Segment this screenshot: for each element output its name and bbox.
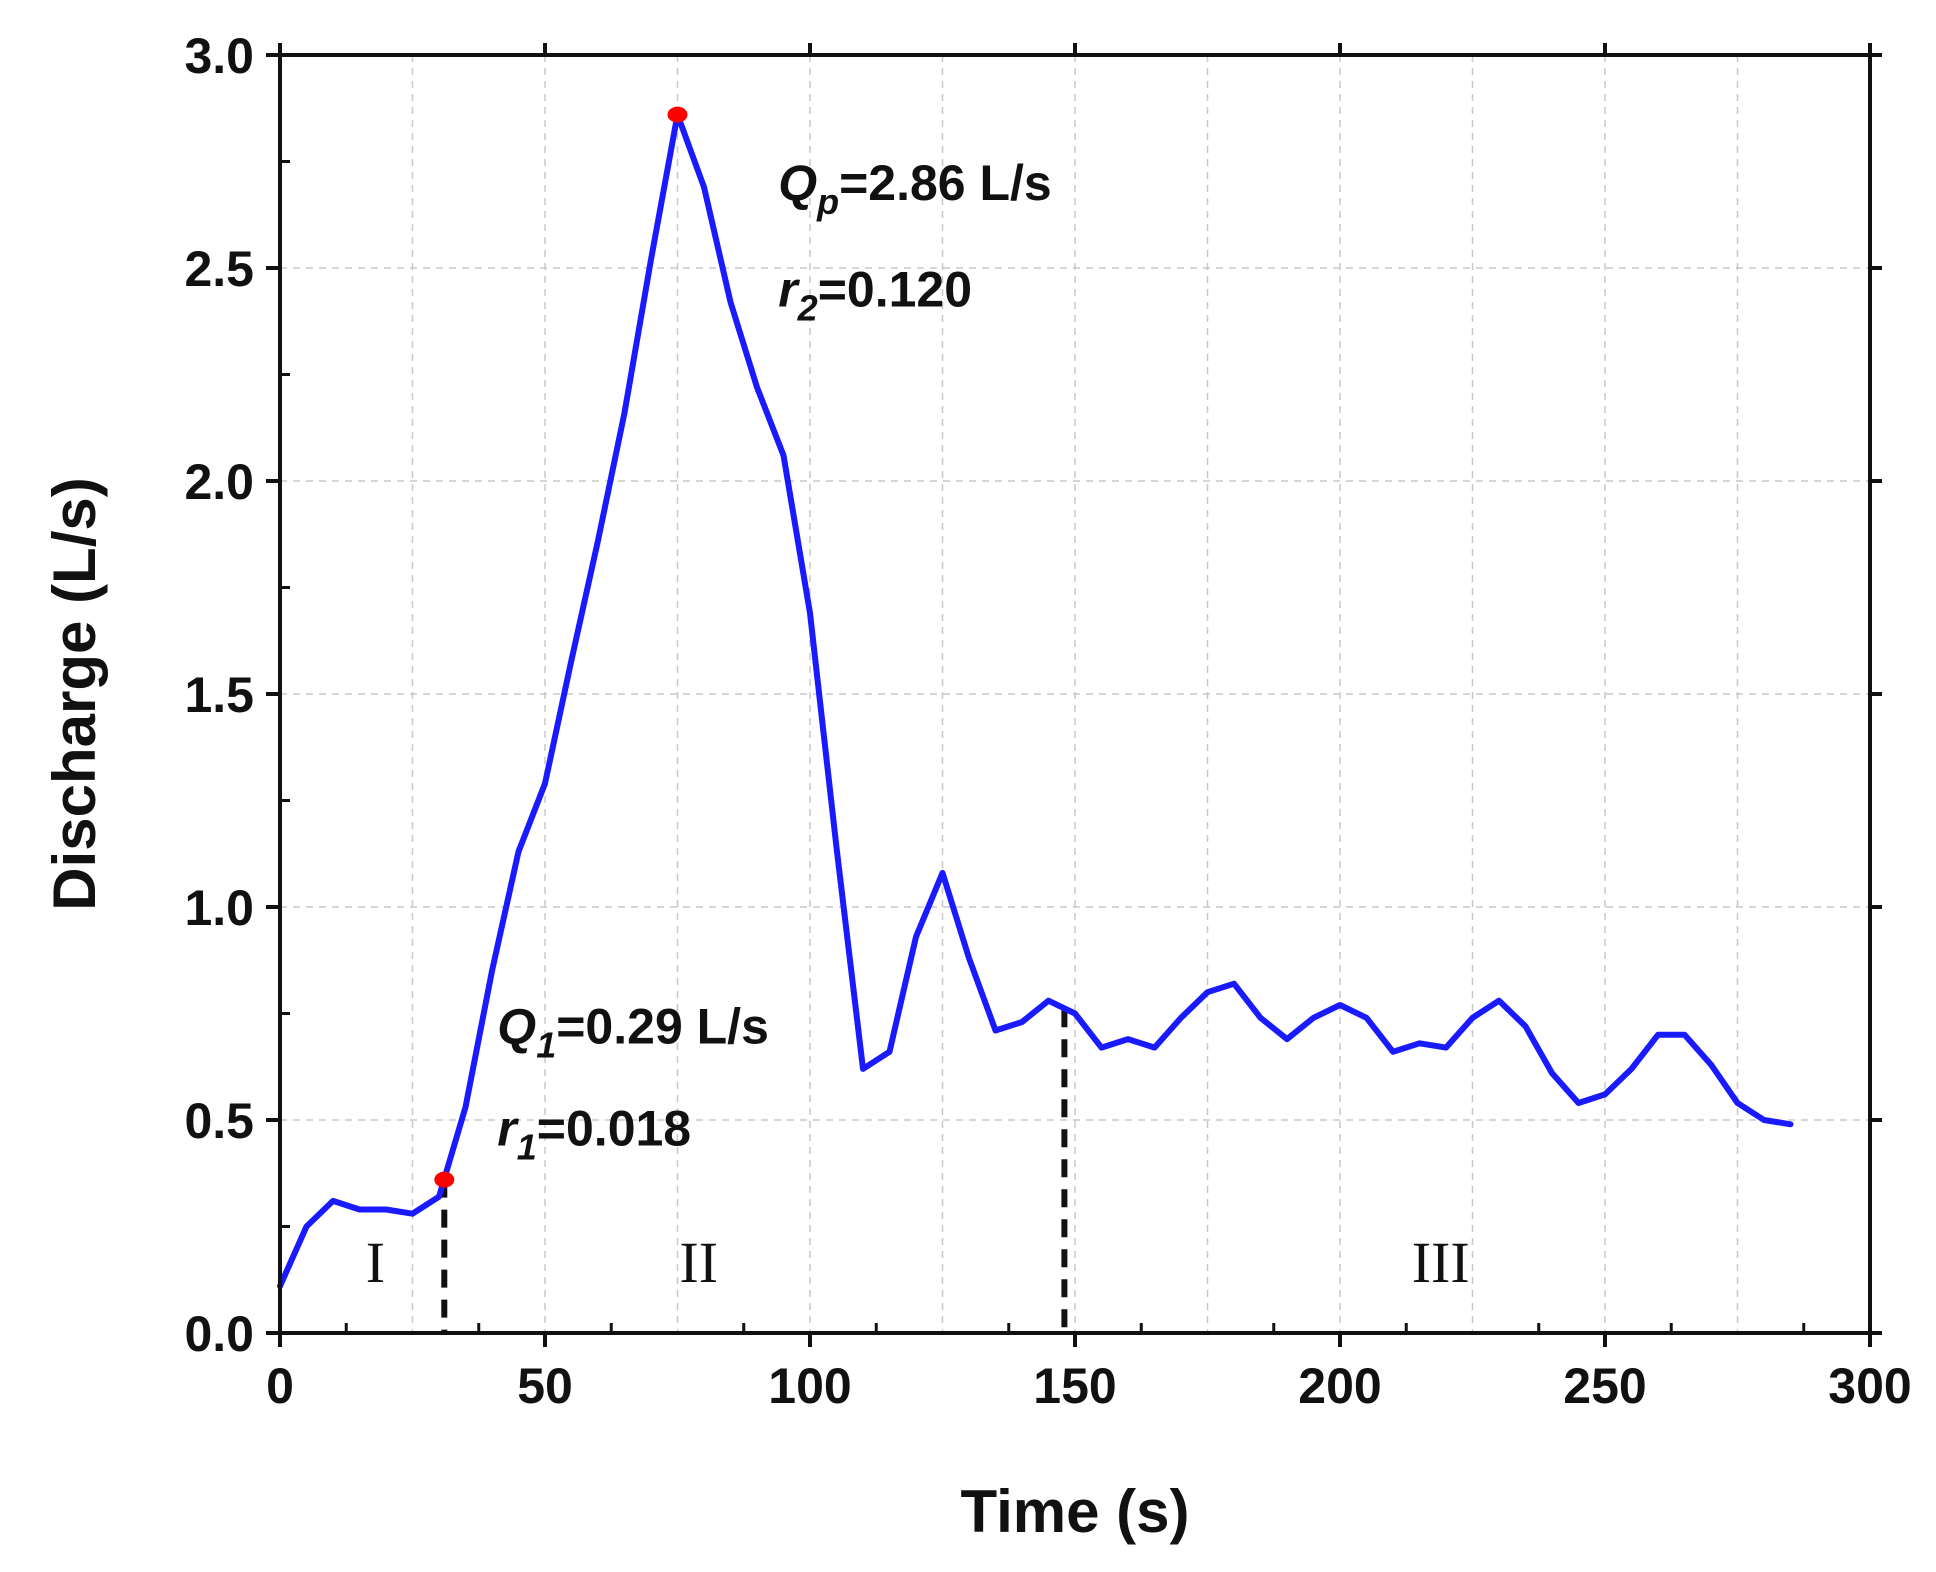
minor-ticks	[280, 160, 1806, 1333]
annotation-subscript: p	[816, 181, 839, 222]
annotation-qp: Qp=2.86 L/s	[778, 155, 1052, 222]
annotation-subscript: 2	[797, 287, 818, 328]
y-tick-label: 0.0	[184, 1306, 254, 1362]
annotation-symbol: r	[497, 1101, 519, 1157]
annotation-symbol: Q	[778, 155, 817, 211]
marker-q1	[434, 1171, 455, 1188]
x-tick-label: 300	[1828, 1358, 1911, 1414]
region-label: I	[366, 1230, 385, 1295]
marker-layer	[434, 106, 688, 1188]
y-tick-label: 2.5	[184, 241, 254, 297]
annotation-value: =0.29 L/s	[556, 998, 769, 1054]
x-tick-labels: 0 50 100 150 200 250 300	[266, 1358, 1912, 1414]
annotation-value: =0.120	[818, 261, 972, 317]
x-tick-label: 250	[1563, 1358, 1646, 1414]
y-tick-labels: 0.0 0.5 1.0 1.5 2.0 2.5 3.0	[184, 28, 254, 1362]
annotation-value: =2.86 L/s	[839, 155, 1052, 211]
annotation-subscript: 1	[536, 1024, 556, 1065]
x-tick-label: 50	[517, 1358, 573, 1414]
y-tick-label: 1.0	[184, 880, 254, 936]
x-tick-label: 200	[1298, 1358, 1381, 1414]
region-label: II	[679, 1230, 718, 1295]
y-axis-title: Discharge (L/s)	[41, 477, 108, 910]
marker-qp	[667, 106, 688, 123]
x-tick-label: 150	[1033, 1358, 1116, 1414]
grid	[280, 55, 1870, 1333]
discharge-line	[277, 111, 1794, 1290]
annotation-symbol: r	[778, 261, 800, 317]
x-tick-label: 100	[768, 1358, 851, 1414]
phase-dividers	[441, 1009, 1068, 1333]
y-tick-label: 3.0	[184, 28, 254, 84]
annotation-q1: Q1=0.29 L/s	[497, 998, 769, 1065]
y-tick-label: 1.5	[184, 667, 254, 723]
annotation-r2: r2=0.120	[778, 261, 972, 328]
annotation-subscript: 1	[517, 1127, 537, 1168]
annotation-value: =0.018	[537, 1101, 691, 1157]
x-axis-title: Time (s)	[961, 1478, 1190, 1545]
region-label: III	[1412, 1230, 1470, 1295]
y-tick-label: 0.5	[184, 1093, 254, 1149]
annotation-r1: r1=0.018	[497, 1101, 691, 1168]
series-layer	[277, 111, 1794, 1290]
annotation-symbol: Q	[497, 998, 536, 1054]
region-labels: I II III	[366, 1230, 1470, 1295]
major-ticks	[266, 43, 1882, 1347]
y-tick-label: 2.0	[184, 454, 254, 510]
x-tick-label: 0	[266, 1358, 294, 1414]
